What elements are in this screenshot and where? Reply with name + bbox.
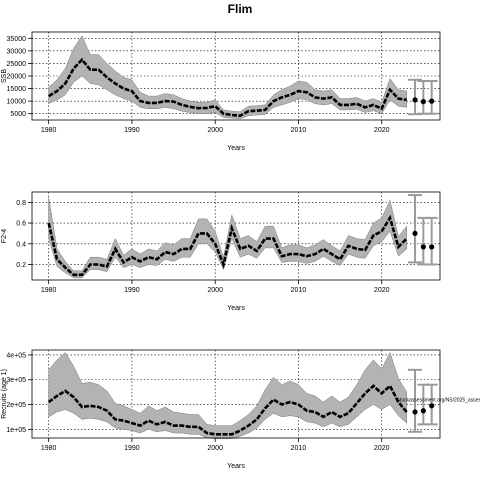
x-tick-label: 2020 xyxy=(374,287,390,294)
x-tick-label: 2000 xyxy=(207,445,223,452)
forecast-point xyxy=(412,230,418,237)
y-axis-label: SSB xyxy=(1,69,8,83)
y-tick-label: 15000 xyxy=(7,86,27,93)
forecast-point xyxy=(420,408,426,414)
y-tick-label: 25000 xyxy=(7,61,27,68)
y-tick-label: 0.8 xyxy=(16,200,26,207)
x-tick-label: 2020 xyxy=(374,445,390,452)
plot-frame xyxy=(31,349,441,439)
y-axis-label: Recruits (age 1) xyxy=(1,369,8,419)
x-tick-label: 2000 xyxy=(207,127,223,134)
x-axis-label: Years xyxy=(227,463,245,470)
plot-frame xyxy=(31,191,441,281)
forecast-point xyxy=(429,403,435,409)
estimate-line xyxy=(47,383,408,436)
chart-panel-2: 1980 1990 2000 2010 2020 0.2 0.4 0.6 0.8 Years F2-… xyxy=(1,191,441,312)
forecast-point xyxy=(412,97,418,103)
x-tick-label: 1980 xyxy=(41,445,57,452)
y-tick-label: 10000 xyxy=(7,99,27,106)
annotation-text: stockassessment.org/NS/2025_assessment_f… xyxy=(397,397,480,403)
y-tick-label: 35000 xyxy=(7,36,27,43)
x-tick-label: 2020 xyxy=(374,127,390,134)
y-axis-label: F2-4 xyxy=(1,229,8,244)
x-tick-label: 1990 xyxy=(124,127,140,134)
chart-panel-3: stockassessment.org/NS/2025_assessment_f… xyxy=(1,349,480,470)
estimate-line xyxy=(48,57,407,118)
x-tick-label: 1990 xyxy=(124,287,140,294)
y-tick-label: 20000 xyxy=(7,74,27,81)
forecast-point xyxy=(420,244,426,250)
chart-panel-1: 1980 1990 2000 2010 2020 5000 10000 15000 20000 2… xyxy=(1,31,441,152)
y-tick-label: 2e+05 xyxy=(6,402,26,409)
y-tick-label: 0.2 xyxy=(16,262,26,269)
y-tick-label: 0.4 xyxy=(16,241,26,248)
forecast-point xyxy=(429,244,435,250)
y-tick-label: 3e+05 xyxy=(6,377,26,384)
x-tick-label: 2010 xyxy=(291,127,307,134)
figure-title: Flim xyxy=(228,2,253,16)
x-tick-label: 1980 xyxy=(41,127,57,134)
x-tick-label: 2000 xyxy=(207,287,223,294)
confidence-band xyxy=(48,35,407,119)
forecast-point xyxy=(429,98,435,104)
x-axis-label: Years xyxy=(227,305,245,312)
y-tick-label: 4e+05 xyxy=(6,352,26,359)
x-tick-label: 1980 xyxy=(41,287,57,294)
x-axis-label: Years xyxy=(227,145,245,152)
y-tick-label: 0.6 xyxy=(16,221,26,228)
confidence-band xyxy=(48,351,407,439)
estimate-line xyxy=(47,214,408,277)
x-tick-label: 2010 xyxy=(291,445,307,452)
y-tick-label: 30000 xyxy=(7,48,27,55)
x-tick-label: 1990 xyxy=(124,445,140,452)
forecast-point xyxy=(412,409,418,415)
forecast-point xyxy=(420,99,426,105)
y-tick-label: 5000 xyxy=(10,111,26,118)
confidence-band xyxy=(48,197,407,279)
y-tick-label: 1e+05 xyxy=(6,427,26,434)
x-tick-label: 2010 xyxy=(291,287,307,294)
